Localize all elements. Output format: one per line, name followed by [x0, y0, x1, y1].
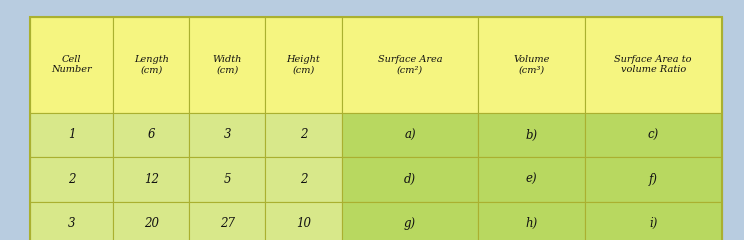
- Text: g): g): [404, 217, 416, 230]
- Bar: [190, 202, 266, 240]
- Bar: [585, 202, 722, 240]
- Bar: [585, 157, 722, 202]
- Text: 2: 2: [300, 173, 307, 186]
- Bar: [341, 202, 478, 240]
- Text: d): d): [404, 173, 416, 186]
- Bar: [30, 202, 113, 240]
- Text: Surface Area
(cm²): Surface Area (cm²): [378, 55, 442, 74]
- Bar: [113, 113, 190, 157]
- Bar: [266, 113, 341, 157]
- Bar: [113, 17, 190, 113]
- Text: Height
(cm): Height (cm): [286, 55, 321, 74]
- Text: c): c): [647, 128, 659, 142]
- Bar: [190, 157, 266, 202]
- Bar: [190, 113, 266, 157]
- Text: 12: 12: [144, 173, 159, 186]
- Text: 5: 5: [224, 173, 231, 186]
- Bar: [30, 17, 113, 113]
- Text: 2: 2: [68, 173, 75, 186]
- Text: 2: 2: [300, 128, 307, 142]
- Bar: [341, 157, 478, 202]
- Text: Width
(cm): Width (cm): [213, 55, 242, 74]
- Text: Cell
Number: Cell Number: [51, 55, 92, 74]
- Text: i): i): [649, 217, 658, 230]
- Bar: [266, 157, 341, 202]
- Text: 3: 3: [68, 217, 75, 230]
- Bar: [341, 17, 478, 113]
- Text: a): a): [404, 128, 416, 142]
- Text: 20: 20: [144, 217, 159, 230]
- Text: 27: 27: [220, 217, 235, 230]
- Bar: [266, 17, 341, 113]
- Text: 1: 1: [68, 128, 75, 142]
- Bar: [113, 157, 190, 202]
- Text: 6: 6: [147, 128, 155, 142]
- Text: Volume
(cm³): Volume (cm³): [513, 55, 550, 74]
- Bar: [113, 202, 190, 240]
- Text: b): b): [525, 128, 538, 142]
- Bar: [190, 17, 266, 113]
- Text: h): h): [525, 217, 538, 230]
- Text: e): e): [526, 173, 537, 186]
- Bar: [478, 157, 585, 202]
- Bar: [478, 202, 585, 240]
- Text: Length
(cm): Length (cm): [134, 55, 169, 74]
- Bar: [478, 17, 585, 113]
- Bar: [478, 113, 585, 157]
- Bar: [585, 17, 722, 113]
- Text: 10: 10: [296, 217, 311, 230]
- Bar: [341, 113, 478, 157]
- Bar: [266, 202, 341, 240]
- Text: Surface Area to
volume Ratio: Surface Area to volume Ratio: [615, 55, 692, 74]
- Bar: [30, 157, 113, 202]
- Text: f): f): [649, 173, 658, 186]
- Bar: [30, 113, 113, 157]
- Text: 3: 3: [224, 128, 231, 142]
- Bar: [585, 113, 722, 157]
